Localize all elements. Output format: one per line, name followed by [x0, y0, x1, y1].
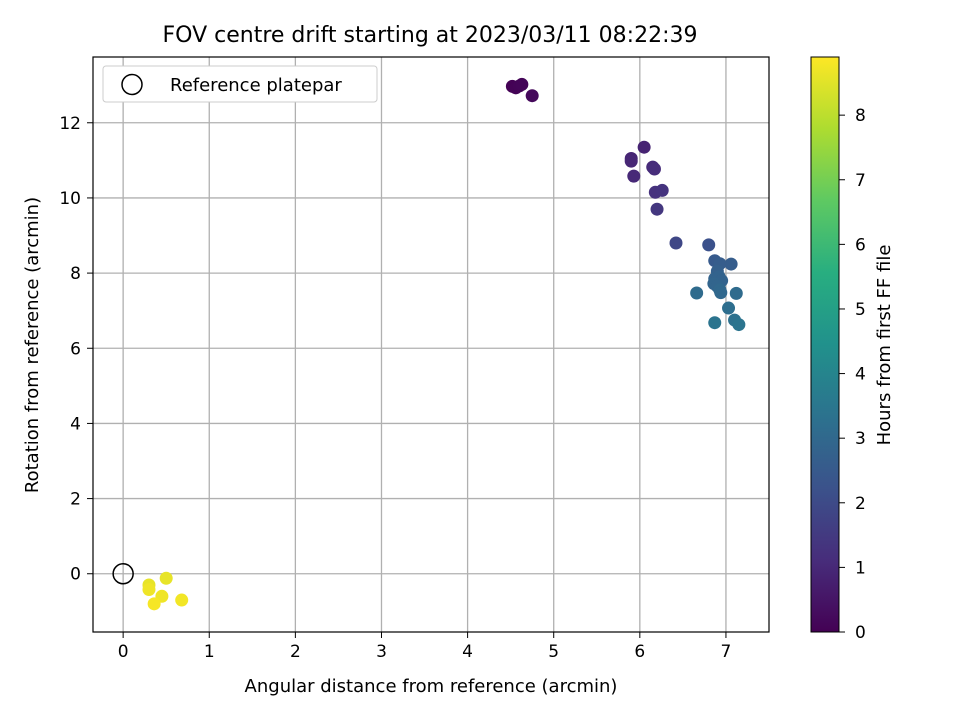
- y-axis-ticks: 0 2 4 6 8 10 12: [59, 114, 93, 585]
- colorbar-tick-label: 2: [855, 494, 866, 514]
- colorbar-tick-label: 3: [855, 429, 866, 449]
- y-tick-label: 8: [70, 264, 81, 284]
- colorbar-tick-label: 0: [855, 623, 866, 643]
- colorbar-label: Hours from first FF file: [874, 245, 895, 446]
- x-tick-label: 1: [204, 642, 215, 662]
- x-tick-label: 5: [548, 642, 559, 662]
- data-point: [159, 571, 173, 585]
- legend-marker-reference-icon: [121, 73, 143, 96]
- data-point: [175, 593, 189, 607]
- y-tick-label: 10: [59, 189, 81, 209]
- data-point: [655, 183, 669, 197]
- y-axis-label: Rotation from reference (arcmin): [22, 197, 43, 493]
- data-point: [142, 583, 156, 597]
- colorbar-gradient: [810, 56, 840, 633]
- colorbar: 0 1 2 3 4 5 6 7 8 Hours from first FF file: [810, 56, 895, 643]
- x-axis-ticks: 0 1 2 3 4 5 6 7: [118, 632, 732, 662]
- x-tick-label: 6: [634, 642, 645, 662]
- colorbar-tick-label: 5: [855, 300, 866, 320]
- y-tick-label: 6: [70, 339, 81, 359]
- data-point: [525, 89, 539, 103]
- y-tick-label: 12: [59, 114, 81, 134]
- data-point: [624, 154, 638, 168]
- x-tick-label: 3: [376, 642, 387, 662]
- data-point: [732, 318, 746, 332]
- data-point: [722, 301, 736, 315]
- x-tick-label: 0: [118, 642, 129, 662]
- legend-entry-reference-platepar: Reference platepar: [170, 75, 342, 96]
- legend-box: [102, 65, 378, 103]
- data-point: [724, 257, 738, 271]
- plot-area-frame: [92, 56, 770, 633]
- x-tick-label: 7: [721, 642, 732, 662]
- data-point: [147, 597, 161, 611]
- reference-platepar-marker: [112, 562, 134, 585]
- grid: [93, 57, 769, 632]
- chart-title: FOV centre drift starting at 2023/03/11 …: [163, 23, 698, 48]
- data-point: [637, 140, 651, 154]
- data-point: [650, 202, 664, 216]
- colorbar-ticks: 0 1 2 3 4 5 6 7 8: [839, 106, 866, 643]
- data-point: [647, 162, 661, 176]
- data-point: [669, 236, 683, 250]
- y-tick-label: 4: [70, 414, 81, 434]
- x-tick-label: 2: [290, 642, 301, 662]
- y-tick-label: 2: [70, 490, 81, 510]
- data-point: [708, 316, 722, 330]
- data-point: [702, 238, 716, 252]
- colorbar-tick-label: 1: [855, 558, 866, 578]
- data-point: [515, 77, 529, 91]
- colorbar-tick-label: 7: [855, 171, 866, 191]
- colorbar-tick-label: 6: [855, 235, 866, 255]
- data-point: [627, 169, 641, 183]
- colorbar-tick-label: 8: [855, 106, 866, 126]
- colorbar-tick-label: 4: [855, 365, 866, 385]
- x-axis-label: Angular distance from reference (arcmin): [245, 676, 618, 697]
- x-tick-label: 4: [462, 642, 473, 662]
- y-tick-label: 0: [70, 565, 81, 585]
- data-point: [714, 286, 728, 300]
- data-point: [729, 286, 743, 300]
- data-point: [690, 286, 704, 300]
- data-points: [112, 77, 746, 611]
- legend: Reference platepar: [102, 65, 378, 103]
